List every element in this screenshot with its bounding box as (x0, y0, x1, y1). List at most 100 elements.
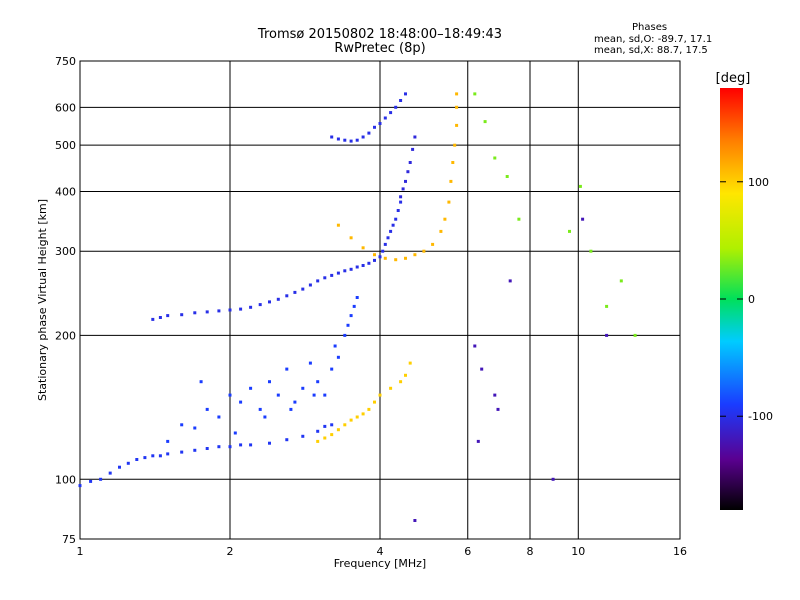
data-point (378, 393, 382, 397)
data-point (391, 223, 395, 227)
data-point (228, 445, 232, 449)
x-tick-label: 6 (464, 545, 471, 558)
y-tick-label: 200 (55, 329, 76, 342)
data-point (258, 303, 262, 307)
data-point (633, 333, 637, 337)
colorbar-tick-label: 0 (748, 293, 755, 306)
data-point (383, 256, 387, 260)
data-point (589, 249, 593, 253)
data-point (517, 217, 521, 221)
data-point (605, 333, 609, 337)
data-point (352, 304, 356, 308)
colorbar-tick-label: -100 (748, 410, 773, 423)
data-point (268, 300, 271, 304)
data-point (323, 276, 327, 280)
data-point (180, 450, 184, 454)
data-point (493, 393, 497, 397)
y-tick-labels: 75 100 200 300 400 500 600 750 (55, 55, 76, 546)
data-point (349, 236, 353, 240)
data-point (373, 400, 376, 404)
data-point (330, 423, 334, 427)
data-point (330, 273, 334, 277)
data-point (330, 135, 334, 139)
data-point (378, 122, 382, 125)
data-point (431, 242, 435, 246)
data-point (355, 415, 359, 419)
data-point (301, 386, 305, 390)
data-point (180, 313, 184, 317)
data-point (406, 170, 410, 174)
phase-stats-x: mean, sd,X: 88.7, 17.5 (594, 45, 708, 56)
data-point (399, 380, 403, 384)
data-point (439, 229, 443, 233)
data-point (399, 99, 403, 102)
data-point (367, 407, 371, 411)
data-point (249, 305, 253, 309)
data-point (349, 418, 353, 422)
y-tick-label: 75 (62, 533, 76, 546)
phase-heading: Phases (632, 22, 668, 33)
data-point (336, 137, 340, 141)
data-point (239, 307, 243, 311)
y-axis-label: Stationary phase Virtual Height [km] (36, 199, 49, 401)
data-point (126, 461, 130, 465)
data-point (336, 223, 340, 227)
data-point (143, 456, 147, 460)
data-point (355, 265, 359, 269)
data-point (483, 120, 487, 124)
data-point (301, 434, 305, 438)
y-tick-label: 400 (55, 185, 76, 198)
data-point (99, 477, 103, 481)
data-point (289, 407, 293, 411)
data-point (455, 123, 459, 127)
data-point (404, 179, 407, 183)
colorbar-ticks: 100 0 -100 (720, 176, 773, 423)
data-points (78, 92, 637, 522)
data-point (367, 261, 371, 265)
data-point (455, 92, 459, 96)
data-point (108, 471, 112, 475)
data-point (199, 380, 203, 384)
data-point (118, 465, 121, 469)
data-point (355, 296, 359, 299)
data-point (166, 314, 170, 318)
data-point (239, 443, 243, 447)
data-point (373, 258, 376, 262)
data-point (404, 373, 407, 377)
data-point (308, 283, 312, 287)
data-point (373, 125, 376, 129)
data-point (228, 308, 232, 312)
data-point (383, 242, 387, 246)
data-point (158, 316, 162, 319)
data-point (505, 175, 509, 178)
data-point (293, 290, 297, 294)
data-point (389, 386, 393, 390)
data-point (217, 445, 221, 449)
data-point (355, 138, 359, 142)
colorbar-tick-label: 100 (748, 176, 769, 189)
data-point (151, 317, 155, 321)
x-tick-label: 16 (673, 545, 687, 558)
data-point (151, 454, 155, 458)
data-point (193, 311, 197, 315)
y-tick-label: 100 (55, 473, 76, 486)
data-point (205, 310, 209, 314)
y-tick-label: 750 (55, 55, 76, 68)
data-point (166, 439, 170, 443)
data-point (285, 294, 289, 298)
data-point (408, 161, 412, 164)
data-point (413, 135, 417, 139)
data-point (394, 258, 398, 262)
data-point (89, 479, 93, 483)
data-point (473, 344, 477, 348)
chart-subtitle: RwPretec (8p) (334, 41, 426, 56)
y-tick-label: 600 (55, 101, 76, 114)
y-tick-label: 500 (55, 139, 76, 152)
data-point (323, 436, 327, 440)
data-point (401, 187, 405, 191)
data-point (394, 105, 398, 109)
data-point (413, 519, 417, 522)
data-point (268, 380, 271, 384)
data-point (276, 297, 280, 301)
data-point (361, 135, 365, 139)
